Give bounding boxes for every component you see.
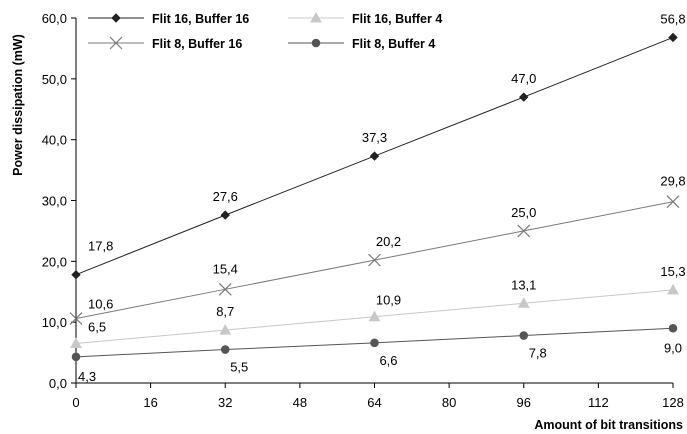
data-labels: 17,8 27,6 37,3 47,0 56,8 6,5 8,7 10,9 13,1 15,3 10…	[78, 11, 686, 383]
x-axis-title: Amount of bit transitions	[534, 418, 683, 432]
legend: Flit 16, Buffer 16 Flit 16, Buffer 4 Flit …	[88, 11, 442, 51]
x-tick-label: 80	[442, 395, 456, 410]
x-tick-label: 32	[218, 395, 232, 410]
x-tick-label: 128	[662, 395, 684, 410]
series-0	[71, 32, 678, 280]
legend-marker	[311, 38, 321, 48]
legend-label: Flit 16, Buffer 4	[352, 12, 442, 26]
data-label: 15,3	[660, 264, 685, 279]
data-point	[668, 323, 678, 333]
data-label: 37,3	[362, 130, 387, 145]
y-tick-label: 20,0	[42, 254, 67, 269]
legend-marker	[109, 36, 123, 50]
data-label: 13,1	[511, 277, 536, 292]
marker-stroke	[69, 312, 83, 325]
data-point	[218, 282, 232, 296]
data-point	[219, 324, 232, 335]
data-label: 56,8	[660, 11, 685, 26]
y-tick-label: 60,0	[42, 11, 67, 26]
series-1	[70, 283, 679, 348]
tick-labels: 0,0 10,0 20,0 30,0 40,0 50,0 60,0 0 16 32 48 64 80 96…	[42, 11, 684, 410]
legend-label: Flit 8, Buffer 4	[352, 37, 435, 51]
data-point	[517, 224, 531, 238]
legend-item: Flit 16, Buffer 16	[88, 12, 249, 26]
legend-marker	[111, 13, 121, 23]
legend-item: Flit 8, Buffer 16	[88, 36, 242, 51]
x-tick-label: 112	[588, 395, 609, 410]
series-3	[71, 323, 678, 362]
y-tick-label: 50,0	[42, 72, 67, 87]
data-point	[519, 92, 529, 102]
data-label: 47,0	[511, 71, 536, 86]
series-2	[69, 195, 680, 325]
legend-label: Flit 16, Buffer 16	[152, 12, 249, 26]
data-point	[667, 283, 679, 295]
y-axis-title: Power dissipation (mW)	[11, 34, 25, 176]
marker-stroke	[666, 195, 680, 209]
x-tick-label: 16	[143, 395, 157, 410]
marker-stroke	[218, 282, 232, 296]
data-label: 25,0	[511, 205, 536, 220]
data-label: 27,6	[213, 189, 238, 204]
data-point	[370, 338, 379, 348]
data-point	[220, 345, 230, 354]
data-label: 7,8	[529, 346, 547, 361]
legend-item: Flit 16, Buffer 4	[288, 11, 442, 26]
data-label: 17,8	[88, 239, 113, 254]
data-label: 6,6	[379, 353, 397, 368]
y-tick-label: 0,0	[49, 376, 67, 391]
y-tick-label: 30,0	[42, 194, 67, 209]
data-label: 20,2	[376, 234, 401, 249]
y-tick-label: 10,0	[42, 315, 67, 330]
x-tick-label: 48	[293, 395, 307, 410]
data-point	[666, 195, 680, 209]
marker-stroke	[109, 36, 123, 50]
data-label: 4,3	[78, 369, 96, 384]
series-layer	[69, 32, 680, 362]
data-point	[519, 331, 529, 340]
data-point	[69, 312, 83, 325]
data-label: 29,8	[660, 174, 685, 189]
x-tick-label: 64	[367, 395, 381, 410]
data-point	[368, 253, 381, 267]
data-point	[517, 297, 530, 308]
data-label: 9,0	[664, 340, 682, 355]
legend-marker	[310, 11, 322, 23]
data-point	[368, 310, 381, 322]
data-point	[71, 352, 81, 362]
data-label: 8,7	[216, 304, 234, 319]
data-point	[71, 270, 81, 280]
legend-label: Flit 8, Buffer 16	[152, 37, 242, 51]
legend-item: Flit 8, Buffer 4	[288, 37, 435, 51]
data-point	[70, 337, 82, 348]
data-point	[668, 32, 678, 43]
data-label: 10,6	[88, 297, 113, 312]
marker-stroke	[368, 253, 381, 267]
y-tick-label: 40,0	[42, 133, 67, 148]
marker-stroke	[517, 224, 531, 238]
x-tick-label: 96	[517, 395, 531, 410]
x-tick-label: 0	[72, 395, 79, 410]
data-label: 10,9	[376, 293, 401, 308]
data-label: 6,5	[88, 319, 106, 334]
axes	[71, 17, 674, 388]
data-point	[369, 151, 380, 161]
data-label: 15,4	[213, 261, 238, 276]
data-label: 5,5	[230, 360, 248, 375]
data-point	[220, 210, 230, 220]
